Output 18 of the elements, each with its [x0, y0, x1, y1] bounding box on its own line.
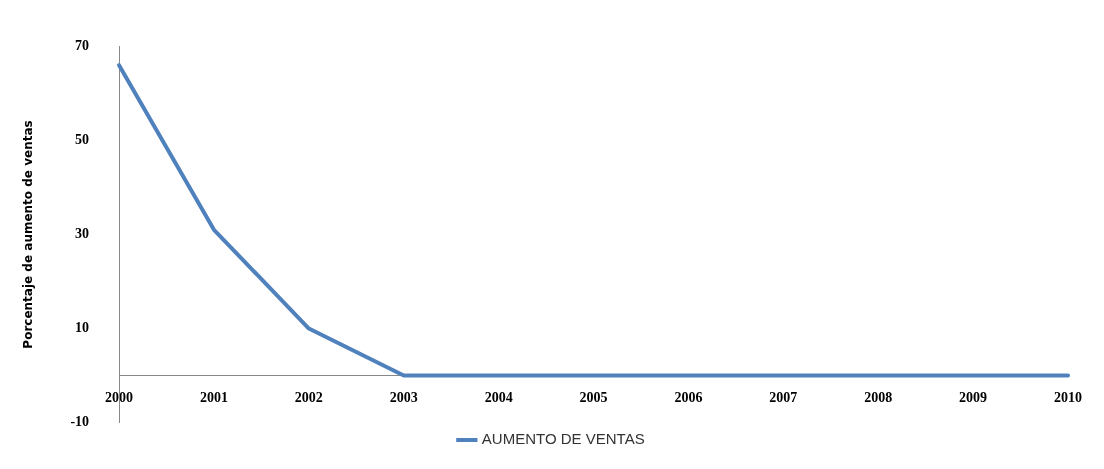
- x-tick-label: 2005: [579, 389, 608, 405]
- y-axis-title: Porcentaje de aumento de ventas: [21, 120, 36, 349]
- x-tick-label: 2010: [1054, 389, 1082, 405]
- x-tick-label: 2004: [484, 389, 513, 405]
- x-tick-label: 2001: [199, 389, 228, 405]
- legend-label: AUMENTO DE VENTAS: [481, 430, 645, 448]
- y-tick-label: -10: [70, 414, 90, 430]
- y-tick-label: 50: [75, 132, 90, 148]
- y-tick-label: 10: [75, 320, 90, 336]
- x-tick-label: 2006: [674, 389, 703, 405]
- y-tick-label: 70: [75, 38, 90, 54]
- x-tick-label: 2000: [105, 389, 134, 405]
- x-tick-label: 2007: [769, 389, 798, 405]
- x-tick-label: 2002: [294, 389, 323, 405]
- x-tick-label: 2009: [959, 389, 988, 405]
- y-tick-label: 30: [75, 226, 90, 242]
- x-tick-label: 2008: [864, 389, 893, 405]
- x-tick-label: 2003: [389, 389, 418, 405]
